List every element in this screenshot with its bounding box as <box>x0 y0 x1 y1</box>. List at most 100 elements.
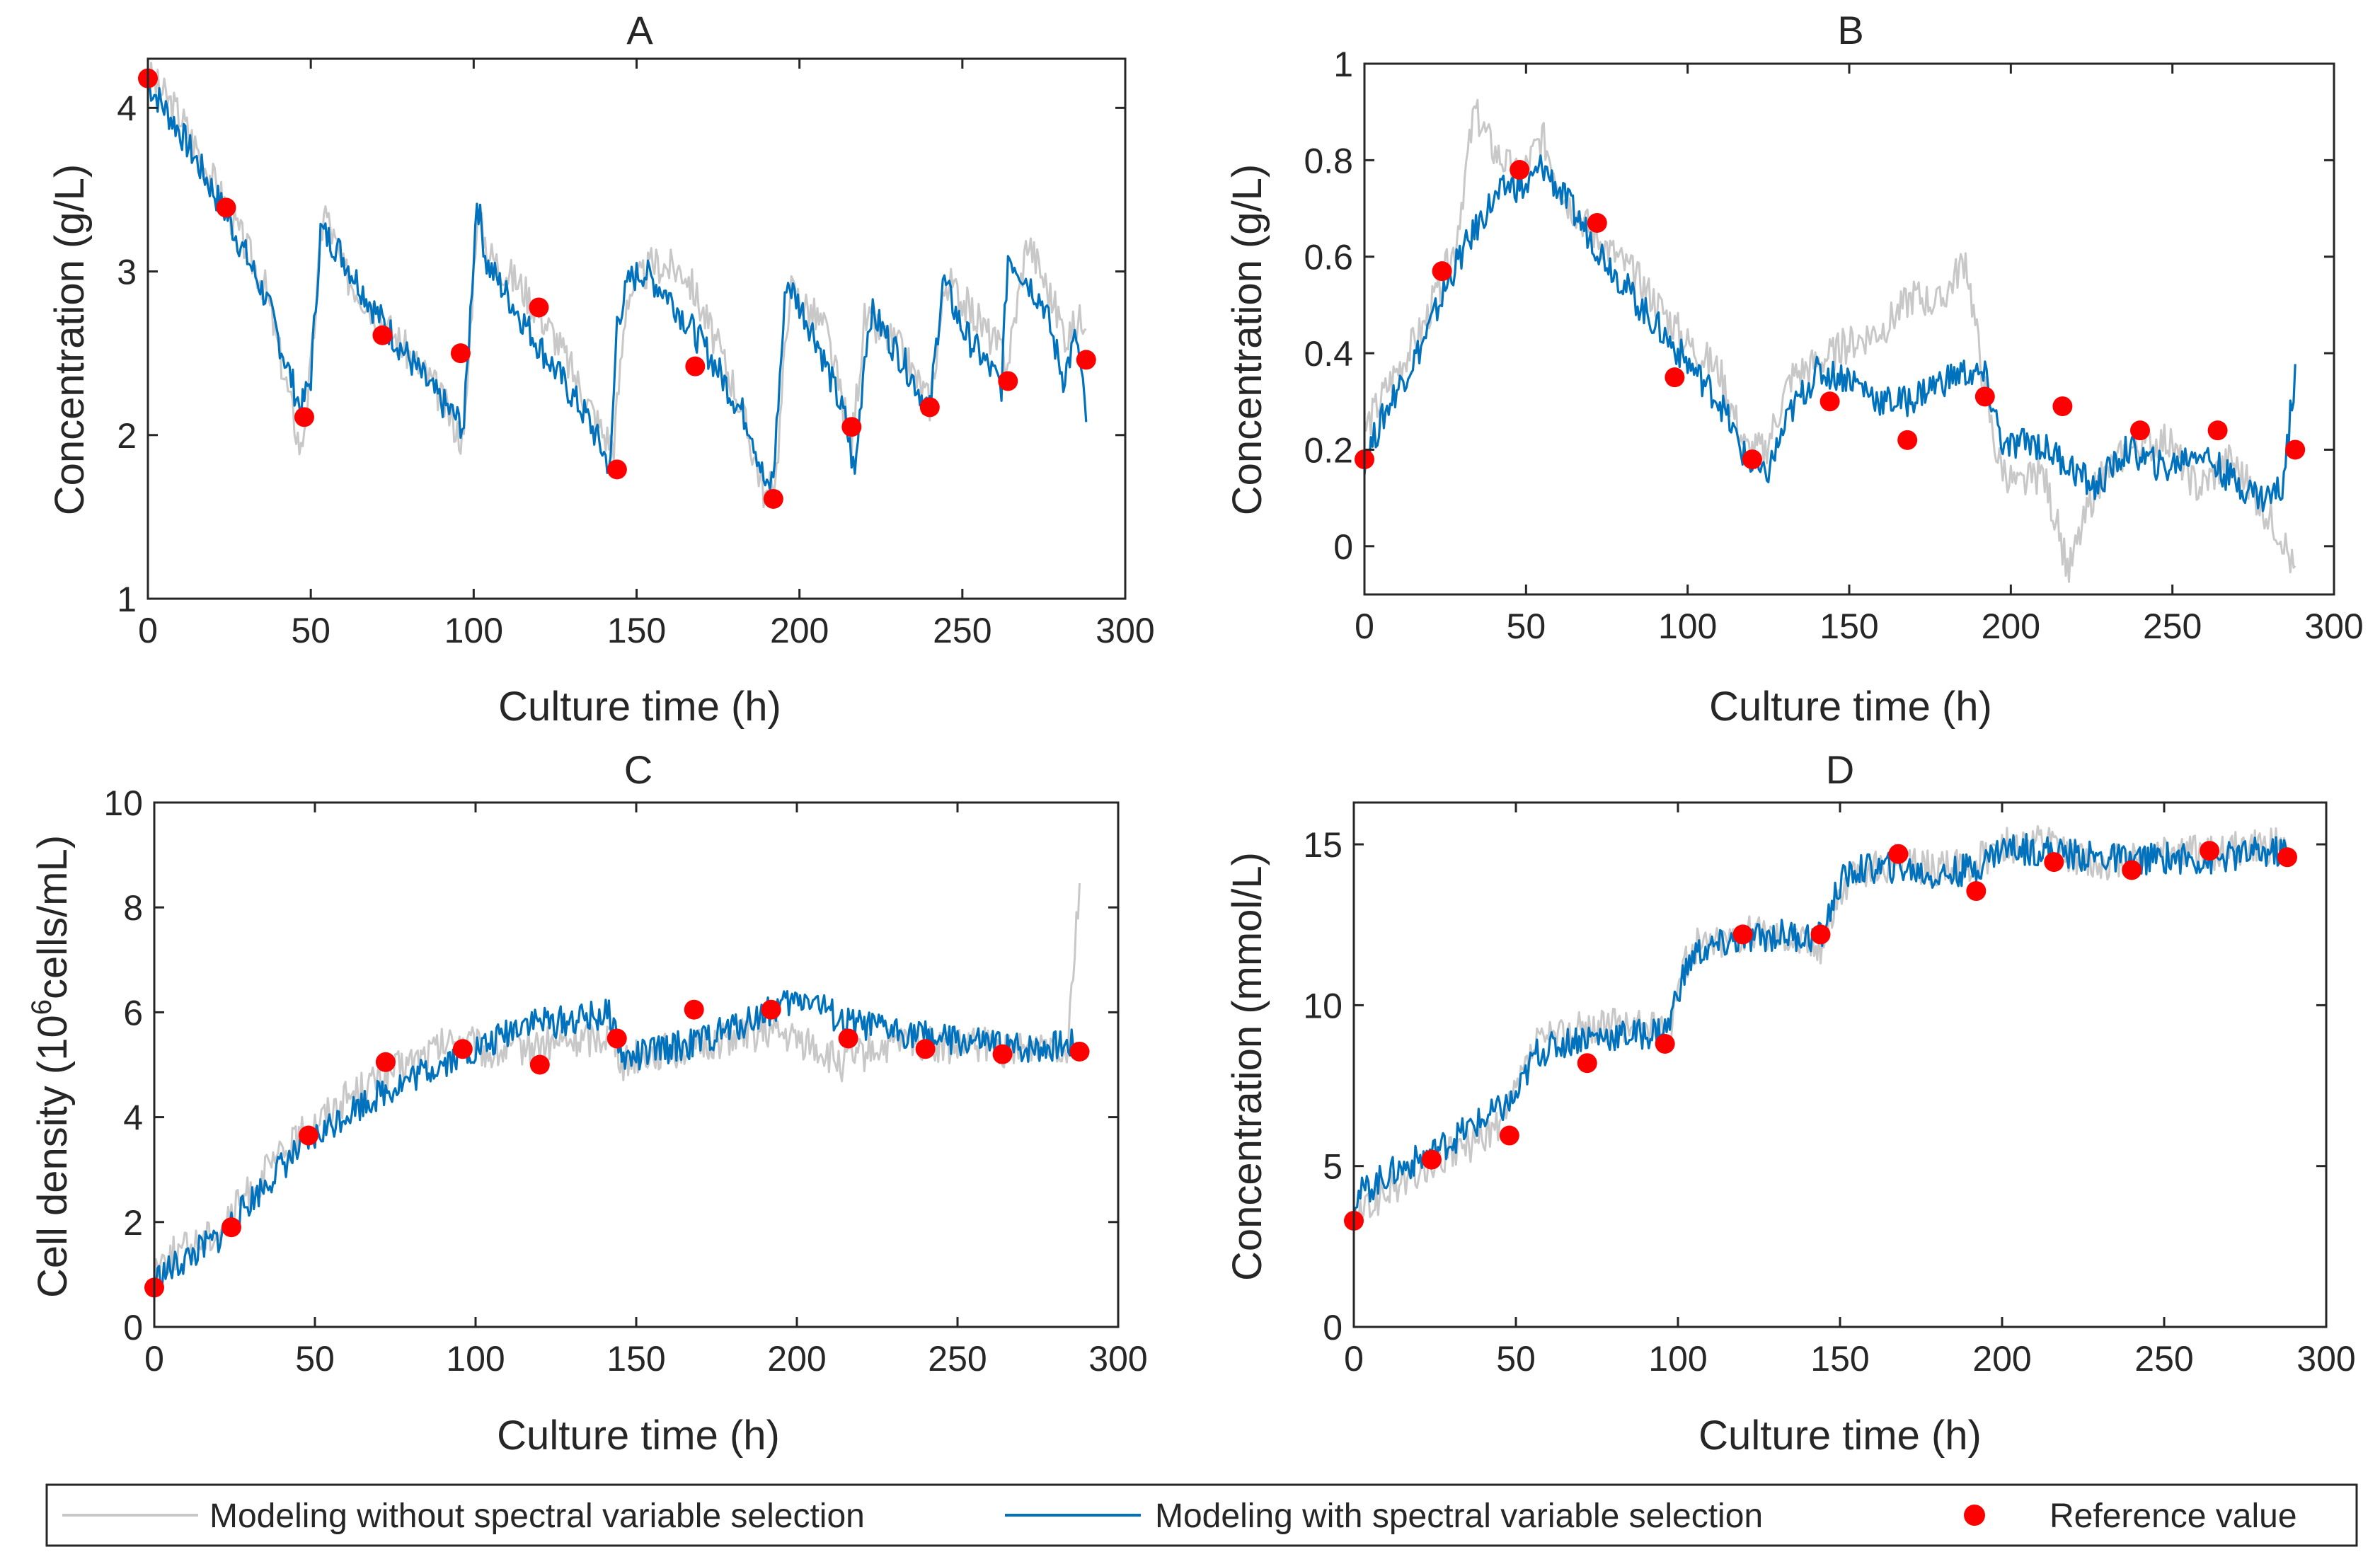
reference-point-B <box>2052 396 2073 417</box>
reference-point-A <box>685 356 706 376</box>
reference-point-D <box>1732 924 1753 945</box>
reference-point-B <box>2207 420 2228 441</box>
plot-D: D Culture time (h) Concentration (mmol/L… <box>1224 747 2356 1459</box>
reference-point-C <box>838 1028 858 1049</box>
x-tick-label-B: 150 <box>1820 606 1878 646</box>
x-tick-label-A: 200 <box>770 611 829 650</box>
legend: Modeling without spectral variable selec… <box>45 1483 2358 1547</box>
legend-label-without: Modeling without spectral variable selec… <box>209 1497 865 1535</box>
panel-title-D: D <box>1826 747 1854 792</box>
reference-point-B <box>1510 160 1530 180</box>
reference-point-A <box>841 417 862 437</box>
panel-title-A: A <box>626 8 653 52</box>
y-tick-label-A: 4 <box>117 88 137 128</box>
reference-point-A <box>607 459 627 480</box>
x-tick-label-C: 0 <box>144 1339 164 1379</box>
reference-point-D <box>2122 860 2142 880</box>
x-tick-label-B: 0 <box>1355 606 1374 646</box>
reference-point-A <box>216 197 236 218</box>
reference-point-B <box>2285 439 2306 460</box>
reference-point-D <box>1577 1053 1597 1074</box>
y-tick-label-A: 2 <box>117 416 137 456</box>
x-tick-label-D: 0 <box>1344 1339 1364 1379</box>
reference-point-D <box>2277 847 2298 868</box>
reference-point-C <box>684 999 704 1020</box>
series-line-with-A <box>148 82 1088 490</box>
x-tick-label-C: 300 <box>1088 1339 1147 1379</box>
y-axis-title-C-after: cells/mL) <box>30 835 76 999</box>
y-tick-label-D: 10 <box>1303 986 1343 1025</box>
x-tick-label-C: 100 <box>446 1339 505 1379</box>
reference-point-C <box>298 1125 318 1146</box>
x-tick-label-D: 300 <box>2296 1339 2355 1379</box>
y-tick-label-C: 0 <box>123 1308 143 1347</box>
reference-point-C <box>607 1028 627 1049</box>
y-tick-label-C: 2 <box>123 1203 143 1243</box>
reference-point-C <box>529 1054 550 1075</box>
reference-point-A <box>919 397 940 418</box>
reference-point-B <box>1897 430 1918 450</box>
legend-label-reference: Reference value <box>2050 1497 2297 1535</box>
y-tick-label-B: 0.4 <box>1304 334 1353 374</box>
x-tick-label-D: 50 <box>1496 1339 1536 1379</box>
reference-point-B <box>1432 261 1452 282</box>
reference-point-D <box>1966 881 1987 902</box>
x-tick-label-D: 200 <box>1972 1339 2031 1379</box>
x-tick-label-B: 250 <box>2143 606 2202 646</box>
panel-title-B: B <box>1837 8 1863 52</box>
x-tick-label-A: 0 <box>138 611 158 650</box>
legend-label-with: Modeling with spectral variable selectio… <box>1155 1497 1763 1535</box>
x-tick-label-D: 250 <box>2134 1339 2193 1379</box>
y-axis-title-C: Cell density (106cells/mL) <box>26 835 76 1298</box>
plot-area-A <box>148 62 1088 509</box>
panel-title-C: C <box>624 747 653 792</box>
y-tick-label-C: 8 <box>123 888 143 928</box>
x-tick-label-D: 150 <box>1810 1339 1869 1379</box>
x-tick-label-A: 100 <box>444 611 503 650</box>
reference-point-D <box>1888 844 1909 864</box>
reference-point-B <box>1665 367 1685 388</box>
x-axis-title-D: Culture time (h) <box>1698 1413 1982 1459</box>
x-tick-label-C: 250 <box>928 1339 987 1379</box>
reference-point-A <box>294 407 314 427</box>
x-tick-label-A: 50 <box>291 611 330 650</box>
reference-point-C <box>452 1039 473 1059</box>
y-axis-title-C-sup: 6 <box>26 999 57 1015</box>
reference-point-A <box>372 325 393 345</box>
series-line-without-A <box>148 62 1087 509</box>
reference-point-C <box>375 1052 396 1072</box>
series-line-with-B <box>1364 154 2296 512</box>
x-tick-label-B: 300 <box>2304 606 2363 646</box>
reference-point-D <box>1499 1125 1519 1146</box>
reference-point-D <box>2044 852 2064 873</box>
reference-point-C <box>221 1217 241 1238</box>
y-tick-label-D: 5 <box>1323 1147 1343 1187</box>
reference-point-D <box>1655 1033 1675 1054</box>
reference-point-D <box>1810 924 1831 945</box>
x-tick-label-A: 250 <box>933 611 991 650</box>
y-tick-label-B: 0 <box>1333 527 1353 567</box>
y-tick-label-C: 4 <box>123 1098 143 1138</box>
x-tick-label-B: 100 <box>1658 606 1717 646</box>
x-tick-label-B: 200 <box>1982 606 2040 646</box>
reference-point-C <box>992 1044 1013 1064</box>
reference-point-B <box>1742 449 1762 470</box>
y-tick-label-B: 0.2 <box>1304 430 1353 470</box>
y-tick-label-C: 10 <box>103 783 143 823</box>
reference-point-A <box>1076 350 1096 370</box>
x-tick-label-A: 300 <box>1096 611 1154 650</box>
y-tick-label-D: 0 <box>1323 1308 1343 1347</box>
x-axis-title-B: Culture time (h) <box>1709 684 1992 730</box>
x-axis-title-A: Culture time (h) <box>498 684 781 730</box>
y-tick-label-D: 15 <box>1303 825 1343 865</box>
x-tick-label-C: 150 <box>607 1339 665 1379</box>
x-tick-label-B: 50 <box>1507 606 1546 646</box>
reference-point-C <box>1069 1041 1090 1062</box>
reference-point-B <box>1820 391 1840 412</box>
y-tick-label-C: 6 <box>123 993 143 1033</box>
y-tick-label-B: 0.8 <box>1304 141 1353 180</box>
y-tick-label-A: 1 <box>117 580 137 619</box>
y-tick-label-B: 1 <box>1333 45 1353 84</box>
y-tick-label-B: 0.6 <box>1304 238 1353 277</box>
